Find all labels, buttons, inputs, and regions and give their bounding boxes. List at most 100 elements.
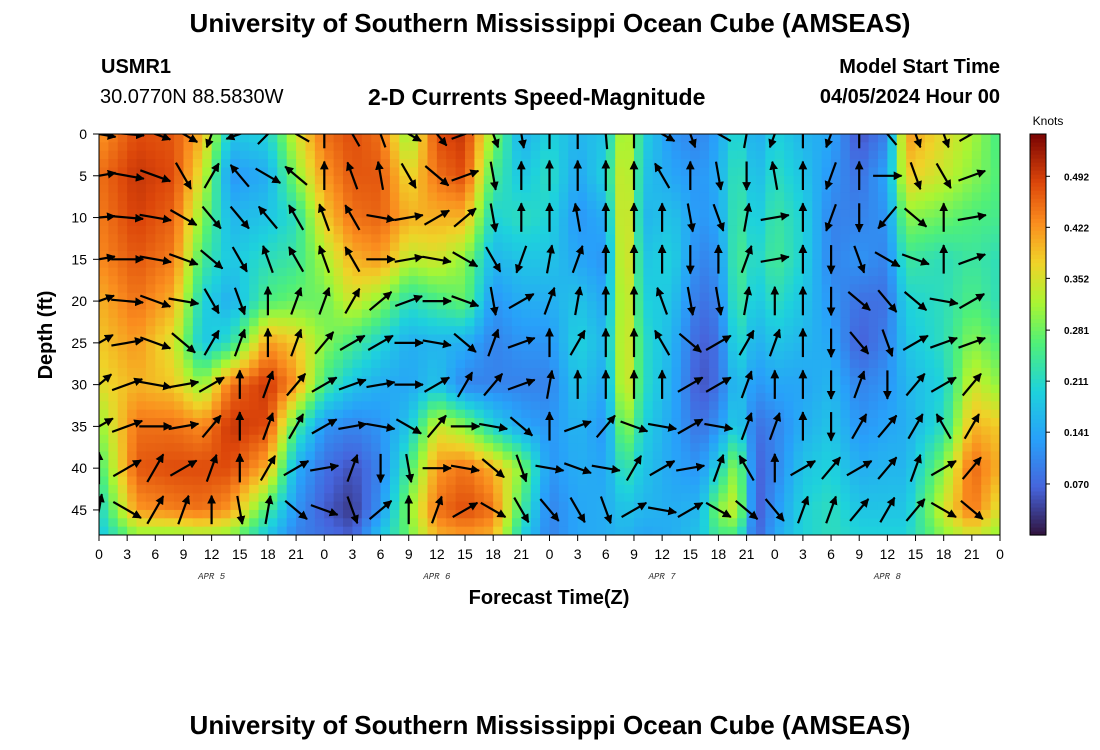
heatmap-cell (755, 392, 766, 402)
heatmap-cell (690, 292, 701, 302)
current-vector-arrow (111, 419, 144, 433)
heatmap-cell (483, 426, 494, 436)
current-vector-arrow (591, 464, 621, 474)
heatmap-cell (633, 242, 644, 252)
heatmap-cell (427, 317, 438, 327)
heatmap-cell (202, 434, 213, 444)
heatmap-cell (924, 501, 935, 511)
heatmap-cell (324, 142, 335, 152)
heatmap-cell (343, 334, 354, 344)
heatmap-cell (483, 142, 494, 152)
current-vector-arrow (881, 329, 894, 358)
heatmap-cell (924, 401, 935, 411)
heatmap-cell (221, 418, 231, 427)
heatmap-cell (981, 501, 992, 511)
heatmap-cell (615, 493, 626, 503)
heatmap-cell (249, 242, 260, 252)
heatmap-cell (887, 334, 898, 344)
heatmap-cell (558, 276, 569, 285)
heatmap-cell (380, 401, 391, 411)
heatmap-cell (192, 468, 203, 478)
heatmap-cell (371, 292, 382, 302)
heatmap-cell (436, 509, 447, 519)
heatmap-cell (831, 167, 842, 177)
heatmap-cell (746, 451, 757, 461)
heatmap-cell (840, 426, 851, 436)
heatmap-cell (868, 484, 879, 494)
heatmap-cell (699, 309, 710, 319)
heatmap-cell (305, 225, 316, 235)
heatmap-cell (755, 134, 766, 143)
heatmap-cell (990, 276, 1000, 285)
heatmap-cell (680, 509, 691, 519)
heatmap-cell (953, 359, 964, 369)
heatmap-cell (511, 401, 522, 411)
heatmap-cell (286, 184, 297, 194)
heatmap-cell (652, 292, 663, 302)
heatmap-cell (296, 309, 307, 319)
heatmap-cell (746, 342, 757, 352)
heatmap-cell (155, 284, 166, 294)
heatmap-cell (633, 284, 644, 294)
heatmap-cell (746, 459, 757, 469)
heatmap-cell (633, 159, 644, 169)
heatmap-cell (624, 267, 635, 277)
heatmap-cell (831, 518, 842, 528)
heatmap-cell (953, 250, 964, 260)
current-vector-arrow (199, 249, 224, 270)
heatmap-cell (540, 418, 551, 427)
heatmap-cell (934, 284, 945, 294)
heatmap-cell (915, 493, 926, 503)
heatmap-cell (389, 267, 400, 277)
heatmap-cell (314, 518, 325, 528)
heatmap-cell (868, 359, 879, 369)
heatmap-cell (483, 301, 494, 311)
heatmap-cell (164, 192, 175, 202)
heatmap-cell (99, 259, 109, 269)
heatmap-cell (183, 426, 194, 436)
heatmap-cell (671, 484, 682, 494)
heatmap-cell (239, 184, 250, 194)
current-vector-arrow (649, 460, 676, 477)
heatmap-cell (981, 134, 992, 143)
heatmap-cell (127, 484, 138, 494)
heatmap-cell (277, 192, 288, 202)
heatmap-cell (877, 184, 888, 194)
heatmap-cell (558, 518, 569, 528)
heatmap-cell (511, 217, 522, 227)
current-vector-arrow (110, 171, 145, 182)
current-vector-arrow (487, 328, 500, 357)
heatmap-cell (117, 284, 128, 294)
heatmap-cell (305, 209, 316, 219)
heatmap-cell (361, 426, 372, 436)
heatmap-cell (249, 526, 260, 535)
heatmap-cell (671, 451, 682, 461)
heatmap-cell (587, 484, 598, 494)
heatmap-cell (155, 234, 166, 244)
heatmap-cell (174, 468, 185, 478)
heatmap-cell (324, 159, 335, 169)
heatmap-cell (859, 225, 870, 235)
heatmap-cell (99, 192, 109, 202)
heatmap-cell (371, 526, 382, 535)
heatmap-cell (258, 484, 269, 494)
heatmap-cell (258, 292, 269, 302)
current-vector-arrow (368, 499, 393, 520)
heatmap-cell (906, 484, 917, 494)
heatmap-cell (511, 434, 522, 444)
heatmap-cell (483, 334, 494, 344)
heatmap-cell (587, 309, 598, 319)
heatmap-cell (267, 250, 278, 260)
heatmap-cell (389, 276, 400, 285)
current-vector-arrow (678, 332, 702, 353)
heatmap-cell (389, 259, 400, 269)
heatmap-cell (540, 359, 551, 369)
heatmap-cell (746, 359, 757, 369)
heatmap-cell (221, 401, 231, 411)
heatmap-cell (277, 459, 288, 469)
heatmap-cell (314, 317, 325, 327)
heatmap-cell (174, 276, 185, 285)
heatmap-cell (934, 326, 945, 336)
heatmap-cell (286, 359, 297, 369)
heatmap-cell (793, 142, 804, 152)
